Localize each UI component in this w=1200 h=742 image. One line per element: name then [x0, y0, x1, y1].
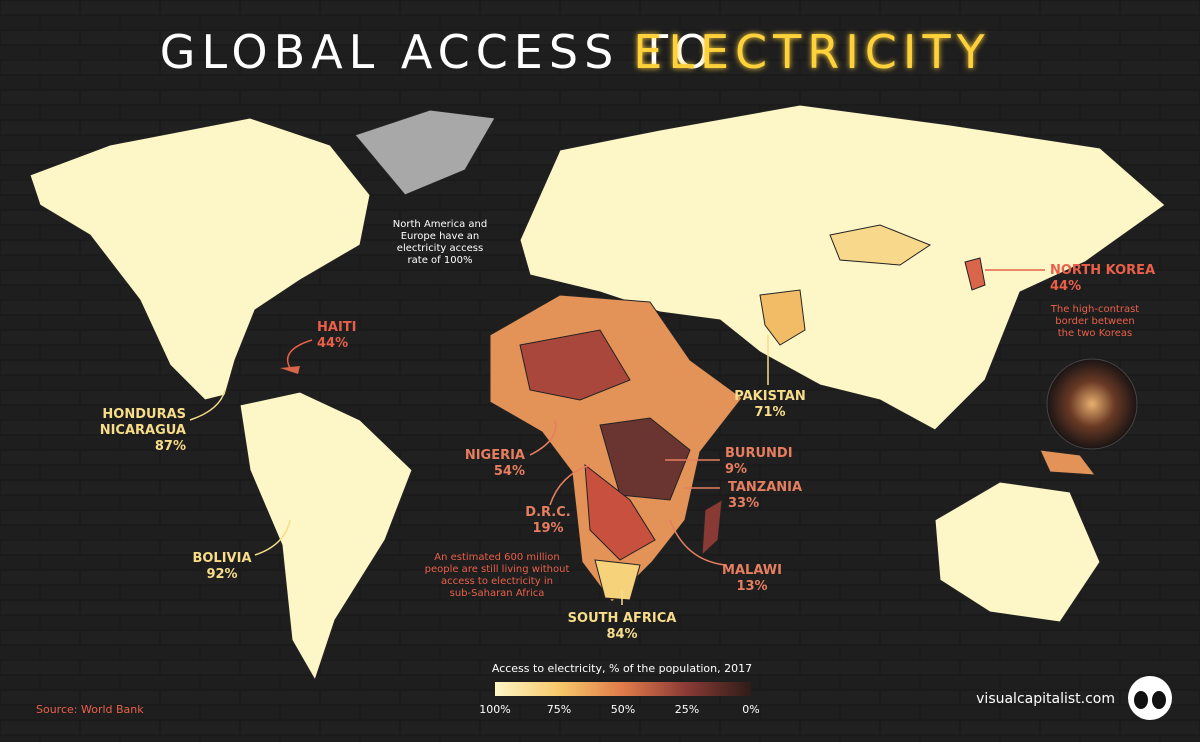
note-line: the two Koreas — [1058, 328, 1133, 339]
country-value: 44% — [1050, 279, 1081, 294]
title-lead: GLOBAL ACCESS TO — [160, 25, 716, 79]
legend-tick: 0% — [742, 703, 759, 716]
mongolia — [829, 224, 932, 266]
north-korea — [964, 257, 986, 291]
madagascar — [701, 499, 723, 557]
country-value: 13% — [736, 579, 767, 594]
legend-scale — [495, 682, 751, 696]
southern-africa — [584, 463, 656, 561]
country-value: 87% — [155, 439, 186, 454]
note-line: An estimated 600 million — [434, 552, 559, 563]
central-africa — [599, 417, 691, 501]
country-value: 33% — [728, 496, 759, 511]
note-line: North America and — [393, 219, 487, 230]
papua-new-guinea — [1039, 449, 1097, 476]
note-line: access to electricity in — [441, 576, 553, 587]
note-line: people are still living without — [425, 564, 570, 575]
country-value: 71% — [754, 405, 785, 420]
country-name: HONDURAS — [102, 407, 186, 422]
legend-tick: 100% — [479, 703, 510, 716]
country-name: HAITI — [317, 320, 356, 335]
country-name: NIGERIA — [465, 448, 525, 463]
legend-tick: 50% — [611, 703, 635, 716]
south-america — [239, 391, 413, 682]
note-line: Europe have an — [401, 231, 480, 242]
haiti — [280, 366, 300, 374]
leader-line — [189, 389, 226, 421]
south-africa — [594, 559, 641, 601]
note-line: sub-Saharan Africa — [450, 588, 545, 599]
country-value: 92% — [206, 567, 237, 582]
logo — [1128, 676, 1172, 720]
country-value: 84% — [606, 627, 637, 642]
leader-line — [254, 519, 291, 556]
australia — [934, 481, 1101, 623]
legend-title: Access to electricity, % of the populati… — [492, 662, 752, 675]
country-name: SOUTH AFRICA — [568, 611, 677, 626]
greenland — [354, 109, 496, 196]
legend-tick: 25% — [675, 703, 699, 716]
note-line: border between — [1055, 316, 1134, 327]
world-map — [29, 104, 1166, 682]
pakistan — [759, 289, 806, 346]
title-highlight: ELECTRICITY — [633, 25, 990, 79]
country-value: 19% — [532, 521, 563, 536]
country-name: BURUNDI — [725, 446, 793, 461]
leader-line — [529, 419, 557, 456]
country-value: 9% — [725, 462, 747, 477]
north-america — [29, 117, 371, 401]
brand: visualcapitalist.com — [976, 691, 1115, 707]
country-value: 54% — [494, 464, 525, 479]
note-line: The high-contrast — [1050, 304, 1140, 315]
country-name: MALAWI — [722, 563, 782, 578]
korea-inset — [1046, 358, 1138, 450]
country-name: D.R.C. — [525, 505, 570, 520]
country-name: BOLIVIA — [192, 551, 251, 566]
note-line: electricity access — [397, 243, 483, 254]
country-name: TANZANIA — [728, 480, 802, 495]
country-name: PAKISTAN — [734, 389, 805, 404]
leader-line — [286, 339, 313, 369]
note-line: rate of 100% — [408, 255, 473, 266]
leader-line — [549, 464, 591, 506]
sahel — [519, 329, 631, 401]
source: Source: World Bank — [36, 703, 144, 716]
country-value: 44% — [317, 336, 348, 351]
country-name: NICARAGUA — [100, 423, 186, 438]
country-name: NORTH KOREA — [1050, 263, 1155, 278]
eurasia — [519, 104, 1166, 431]
legend-tick: 75% — [547, 703, 571, 716]
leader-line — [669, 519, 726, 566]
